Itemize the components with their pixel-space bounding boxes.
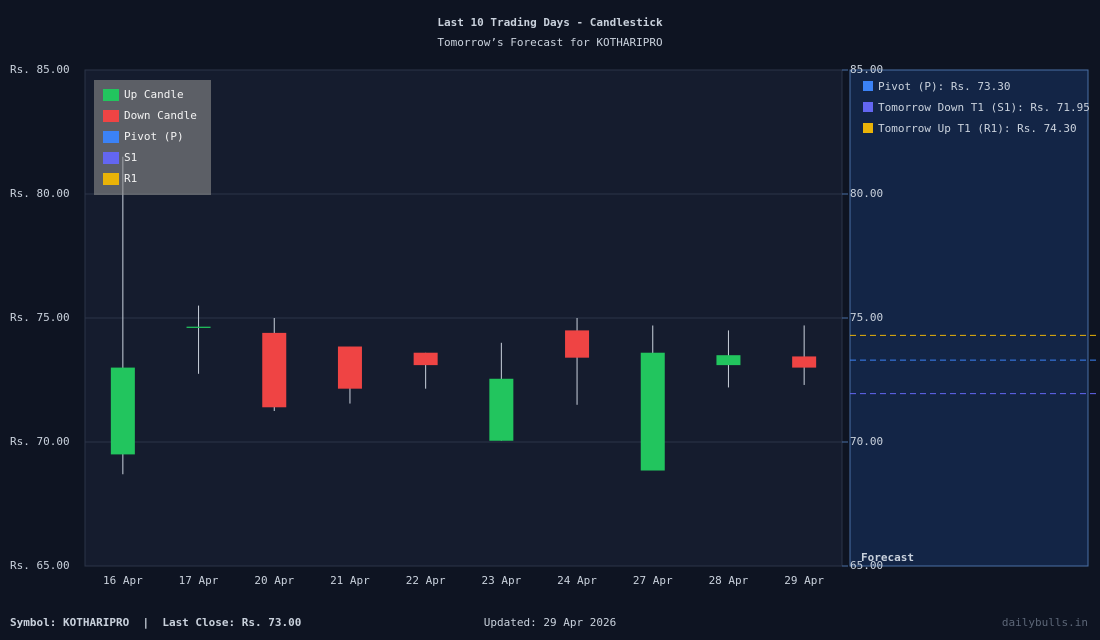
legend-label: S1: [124, 151, 137, 164]
candle-body: [413, 352, 438, 366]
y-tick-label: Rs. 85.00: [10, 63, 70, 76]
chart-subtitle: Tomorrow’s Forecast for KOTHARIPRO: [437, 36, 662, 49]
legend-label: R1: [124, 172, 137, 185]
candle-body: [110, 367, 135, 455]
footer-center: Updated: 29 Apr 2026: [484, 616, 616, 629]
candle-body: [186, 326, 211, 328]
y2-tick-label: 65.00: [850, 559, 883, 572]
legend-swatch: [103, 89, 119, 101]
y2-tick-label: 80.00: [850, 187, 883, 200]
x-tick-label: 24 Apr: [557, 574, 597, 587]
candle-body: [565, 330, 590, 358]
legend-swatch: [103, 110, 119, 122]
x-tick-label: 17 Apr: [179, 574, 219, 587]
legend-swatch: [103, 131, 119, 143]
y-tick-label: Rs. 65.00: [10, 559, 70, 572]
x-tick-label: 27 Apr: [633, 574, 673, 587]
forecast-panel: [849, 69, 1089, 567]
y-tick-label: Rs. 75.00: [10, 311, 70, 324]
chart-title: Last 10 Trading Days - Candlestick: [437, 16, 663, 29]
candle-body: [792, 356, 817, 368]
legend-swatch: [863, 123, 873, 133]
x-tick-label: 16 Apr: [103, 574, 143, 587]
legend-label: Pivot (P): Rs. 73.30: [878, 80, 1010, 93]
x-tick-label: 22 Apr: [406, 574, 446, 587]
legend-label: Up Candle: [124, 88, 184, 101]
y2-tick-label: 85.00: [850, 63, 883, 76]
candle-body: [262, 332, 287, 408]
legend-label: Pivot (P): [124, 130, 184, 143]
footer-left: Symbol: KOTHARIPRO | Last Close: Rs. 73.…: [10, 616, 301, 629]
candle-body: [489, 378, 514, 441]
legend-swatch: [863, 81, 873, 91]
legend-label: Tomorrow Down T1 (S1): Rs. 71.95: [878, 101, 1090, 114]
legend-label: Tomorrow Up T1 (R1): Rs. 74.30: [878, 122, 1077, 135]
x-tick-label: 20 Apr: [254, 574, 294, 587]
x-tick-label: 23 Apr: [481, 574, 521, 587]
y2-tick-label: 70.00: [850, 435, 883, 448]
candle-body: [716, 355, 741, 366]
forecast-title: Forecast: [861, 551, 914, 564]
candle-body: [640, 352, 665, 471]
y-tick-label: Rs. 80.00: [10, 187, 70, 200]
x-tick-label: 21 Apr: [330, 574, 370, 587]
legend-swatch: [103, 173, 119, 185]
legend-label: Down Candle: [124, 109, 197, 122]
candle-body: [337, 346, 362, 389]
y-tick-label: Rs. 70.00: [10, 435, 70, 448]
legend-swatch: [863, 102, 873, 112]
legend-swatch: [103, 152, 119, 164]
x-tick-label: 28 Apr: [709, 574, 749, 587]
y2-tick-label: 75.00: [850, 311, 883, 324]
footer-right: dailybulls.in: [1002, 616, 1088, 629]
x-tick-label: 29 Apr: [784, 574, 824, 587]
